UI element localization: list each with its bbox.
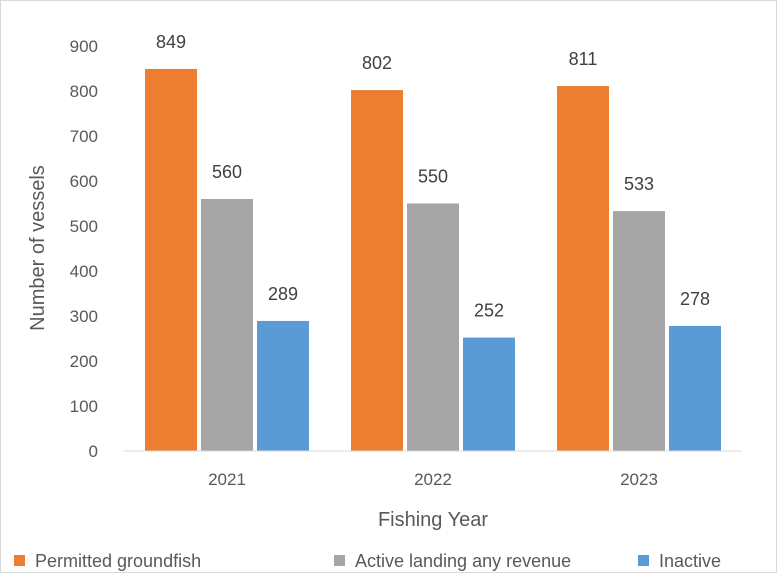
legend-swatch	[334, 555, 345, 566]
y-tick-label: 200	[70, 352, 98, 371]
y-tick-label: 500	[70, 217, 98, 236]
legend: Permitted groundfish Active landing any r…	[14, 551, 721, 571]
data-label: 560	[212, 162, 242, 182]
legend-label: Inactive	[659, 551, 721, 571]
x-axis-title: Fishing Year	[378, 509, 488, 531]
y-tick-label: 600	[70, 172, 98, 191]
bar	[145, 68, 197, 451]
bar	[407, 203, 459, 451]
bar	[613, 211, 665, 451]
data-label: 811	[569, 49, 598, 69]
y-tick-label: 800	[70, 82, 98, 101]
y-tick-label: 100	[70, 397, 98, 416]
data-label: 533	[624, 174, 654, 194]
x-axis-ticks: 2021 2022 2023	[208, 470, 658, 489]
data-label: 849	[156, 32, 186, 52]
data-label: 252	[474, 301, 504, 321]
data-label: 550	[418, 167, 448, 187]
y-tick-label: 400	[70, 262, 98, 281]
data-label: 278	[680, 289, 710, 309]
bar	[463, 337, 515, 451]
bars	[145, 68, 721, 452]
data-label: 802	[362, 53, 392, 73]
y-axis-title: Number of vessels	[27, 165, 49, 331]
data-labels: 849 560 289 802 550 252 811 533 278	[156, 32, 710, 321]
bar	[557, 86, 609, 452]
y-tick-label: 700	[70, 127, 98, 146]
y-axis-ticks: 0 100 200 300 400 500 600 700 800 900	[70, 37, 98, 461]
bar	[201, 199, 253, 451]
data-label: 289	[268, 284, 298, 304]
y-tick-label: 300	[70, 307, 98, 326]
bar	[351, 90, 403, 451]
x-tick-label: 2022	[414, 470, 452, 489]
bar	[257, 320, 309, 451]
legend-swatch	[638, 555, 649, 566]
x-tick-label: 2023	[620, 470, 658, 489]
x-tick-label: 2021	[208, 470, 246, 489]
legend-swatch	[14, 555, 25, 566]
y-tick-label: 0	[89, 442, 98, 461]
bar	[669, 325, 721, 451]
legend-label: Permitted groundfish	[35, 551, 201, 571]
y-tick-label: 900	[70, 37, 98, 56]
legend-label: Active landing any revenue	[355, 551, 571, 571]
